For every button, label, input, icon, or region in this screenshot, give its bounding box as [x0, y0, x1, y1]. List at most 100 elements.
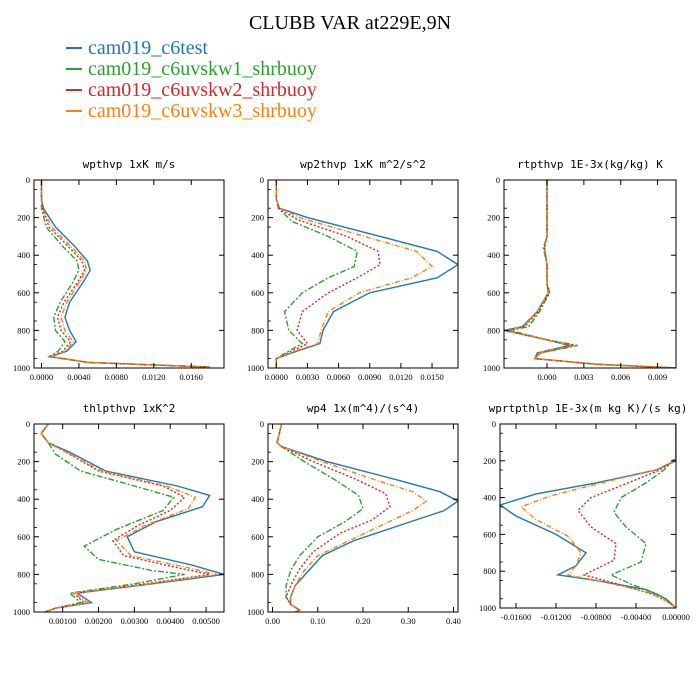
x-tick-label: 0.0120 [389, 372, 412, 382]
panel-title: wp2thvp 1xK m^2/s^2 [300, 158, 426, 171]
y-tick-label: 0 [26, 419, 30, 429]
series-line-1 [276, 424, 458, 612]
plot-frame [503, 179, 677, 369]
panel-title: rtpthvp 1E-3x(kg/kg) K [517, 158, 663, 171]
x-tick-label: 0.20 [356, 616, 371, 626]
panel-title: thlpthvp 1xK^2 [83, 402, 176, 415]
y-tick-label: 200 [17, 457, 30, 467]
legend-swatch [66, 68, 82, 71]
x-tick-label: 0.009 [648, 372, 667, 382]
series-line-4 [519, 424, 676, 608]
x-tick-label: -0.01600 [501, 612, 531, 622]
y-tick-label: 400 [487, 250, 500, 260]
y-tick-label: 200 [17, 213, 30, 223]
series-line-3 [506, 180, 676, 368]
y-tick-label: 0 [260, 175, 264, 185]
x-tick-label: 0.0150 [420, 372, 443, 382]
y-tick-label: 400 [17, 494, 30, 504]
series-line-4 [276, 424, 428, 612]
x-tick-label: 0.0060 [327, 372, 350, 382]
x-tick-label: 0.0160 [180, 372, 203, 382]
y-tick-label: 200 [251, 457, 264, 467]
y-tick-label: 800 [251, 569, 264, 579]
series-line-2 [609, 424, 676, 608]
x-tick-label: 0.0000 [265, 372, 288, 382]
series-line-2 [40, 424, 185, 612]
panel-title: wprtpthlp 1E-3x(m kg K)/(s kg) [489, 402, 688, 415]
y-tick-label: 0 [492, 419, 496, 429]
series-line-2 [276, 424, 364, 612]
series-line-3 [40, 180, 211, 368]
x-tick-label: 0.00200 [85, 616, 113, 626]
x-tick-label: 0.10 [310, 616, 325, 626]
y-tick-label: 600 [251, 288, 264, 298]
y-tick-label: 600 [251, 532, 264, 542]
x-tick-label: 0.00500 [192, 616, 220, 626]
panel-6: wprtpthlp 1E-3x(m kg K)/(s kg) 0 200 400 600… [479, 402, 690, 622]
series-line-1 [40, 424, 224, 612]
y-tick-label: 800 [17, 569, 30, 579]
y-tick-label: 200 [483, 456, 496, 466]
plot-frame [33, 423, 225, 613]
y-tick-label: 400 [251, 250, 264, 260]
x-tick-label: 0.003 [574, 372, 593, 382]
y-tick-label: 400 [483, 493, 496, 503]
series-line-4 [275, 180, 434, 368]
series-line-3 [276, 424, 391, 612]
y-tick-label: 600 [483, 529, 496, 539]
y-tick-label: 1000 [247, 607, 264, 617]
legend-label: cam019_c6uvskw2_shrbuoy [88, 79, 317, 101]
y-tick-label: 200 [251, 213, 264, 223]
y-tick-label: 0 [496, 175, 500, 185]
x-tick-label: 0.0120 [142, 372, 165, 382]
y-tick-label: 1000 [13, 363, 30, 373]
x-tick-label: -0.01200 [541, 612, 571, 622]
y-tick-label: 800 [251, 325, 264, 335]
legend-entry: cam019_c6uvskw2_shrbuoy [66, 80, 317, 101]
x-tick-label: 0.00 [265, 616, 280, 626]
legend-swatch [66, 89, 82, 92]
series-line-2 [275, 180, 359, 368]
legend: cam019_c6test cam019_c6uvskw1_shrbuoy ca… [66, 38, 317, 122]
x-tick-label: 0.00300 [121, 616, 149, 626]
x-tick-label: 0.00400 [156, 616, 184, 626]
y-tick-label: 0 [26, 175, 30, 185]
legend-entry: cam019_c6uvskw1_shrbuoy [66, 59, 317, 80]
legend-entry: cam019_c6uvskw3_shrbuoy [66, 101, 317, 122]
plot-frame [33, 179, 225, 369]
legend-label: cam019_c6uvskw3_shrbuoy [88, 100, 317, 122]
y-tick-label: 600 [487, 288, 500, 298]
series-line-4 [40, 424, 217, 612]
y-tick-label: 1000 [479, 603, 496, 613]
y-tick-label: 1000 [13, 607, 30, 617]
legend-swatch [66, 110, 82, 113]
y-tick-label: 800 [17, 325, 30, 335]
x-tick-label: 0.0090 [358, 372, 381, 382]
figure-title: CLUBB VAR at229E,9N [248, 12, 452, 34]
y-tick-label: 800 [487, 325, 500, 335]
plot-frame [267, 179, 459, 369]
y-tick-label: 0 [260, 419, 264, 429]
x-tick-label: 0.0030 [296, 372, 319, 382]
plot-frame [499, 423, 677, 609]
x-tick-label: 0.30 [401, 616, 416, 626]
series-line-4 [505, 180, 676, 368]
x-tick-label: 0.000 [537, 372, 556, 382]
panel-4: thlpthvp 1xK^2 0 200 400 600 800 1000 0.00100 0.… [13, 402, 225, 626]
legend-swatch [66, 47, 82, 50]
panel-title: wpthvp 1xK m/s [83, 158, 176, 171]
series-line-1 [500, 424, 676, 608]
y-tick-label: 200 [487, 213, 500, 223]
x-tick-label: -0.00800 [581, 612, 611, 622]
y-tick-label: 400 [17, 250, 30, 260]
x-tick-label: 0.00100 [49, 616, 77, 626]
y-tick-label: 1000 [247, 363, 264, 373]
series-line-4 [40, 180, 211, 368]
x-tick-label: 0.00000 [662, 612, 690, 622]
y-tick-label: 1000 [483, 363, 500, 373]
y-tick-label: 400 [251, 494, 264, 504]
x-tick-label: 0.006 [611, 372, 630, 382]
